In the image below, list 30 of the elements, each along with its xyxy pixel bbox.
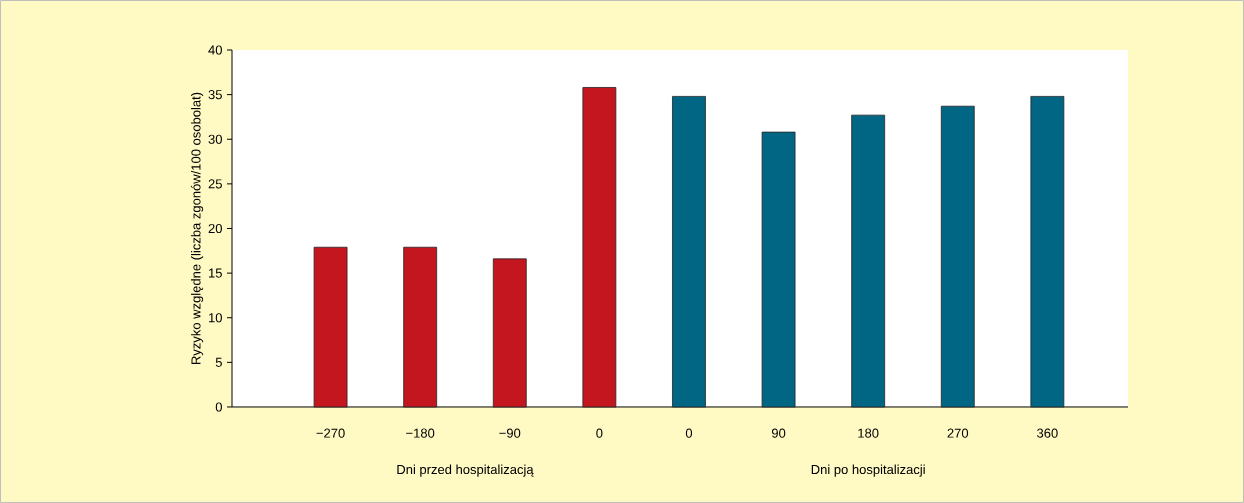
- bar: [1030, 96, 1065, 408]
- x-tick-label: 360: [1037, 428, 1058, 438]
- y-tick-label: 0: [215, 402, 222, 412]
- x-tick-label: 90: [771, 428, 786, 438]
- bar: [403, 246, 438, 408]
- x-tick-label: −270: [316, 428, 345, 438]
- x-tick-label: −180: [406, 428, 435, 438]
- bar: [940, 105, 975, 408]
- bar: [313, 246, 348, 408]
- bar: [851, 114, 886, 408]
- y-tick-label: 40: [208, 45, 222, 55]
- y-tick-label: 25: [208, 179, 222, 189]
- x-tick-label: 270: [947, 428, 969, 438]
- text: Dni przed hospitalizacją: [397, 464, 534, 477]
- x-tick-label: 0: [596, 428, 603, 438]
- y-tick-label: 20: [208, 223, 222, 234]
- bar: [582, 87, 617, 408]
- bar: [761, 131, 796, 408]
- text: Dni po hospitalizacji: [811, 464, 925, 477]
- y-axis-title: Ryzyko względne (liczba zgonów/100 osobolat): [190, 92, 204, 364]
- y-tick-label: 10: [209, 313, 222, 323]
- y-tick-label: 35: [208, 90, 222, 100]
- bar: [492, 258, 527, 408]
- x-tick-label: 180: [858, 428, 879, 438]
- y-tick-label: 30: [208, 134, 222, 144]
- x-tick-label: 0: [685, 428, 693, 438]
- y-tick-label: 5: [215, 357, 222, 367]
- bar: [672, 96, 706, 408]
- y-tick-label: 15: [209, 268, 222, 278]
- x-tick-label: −90: [499, 428, 521, 438]
